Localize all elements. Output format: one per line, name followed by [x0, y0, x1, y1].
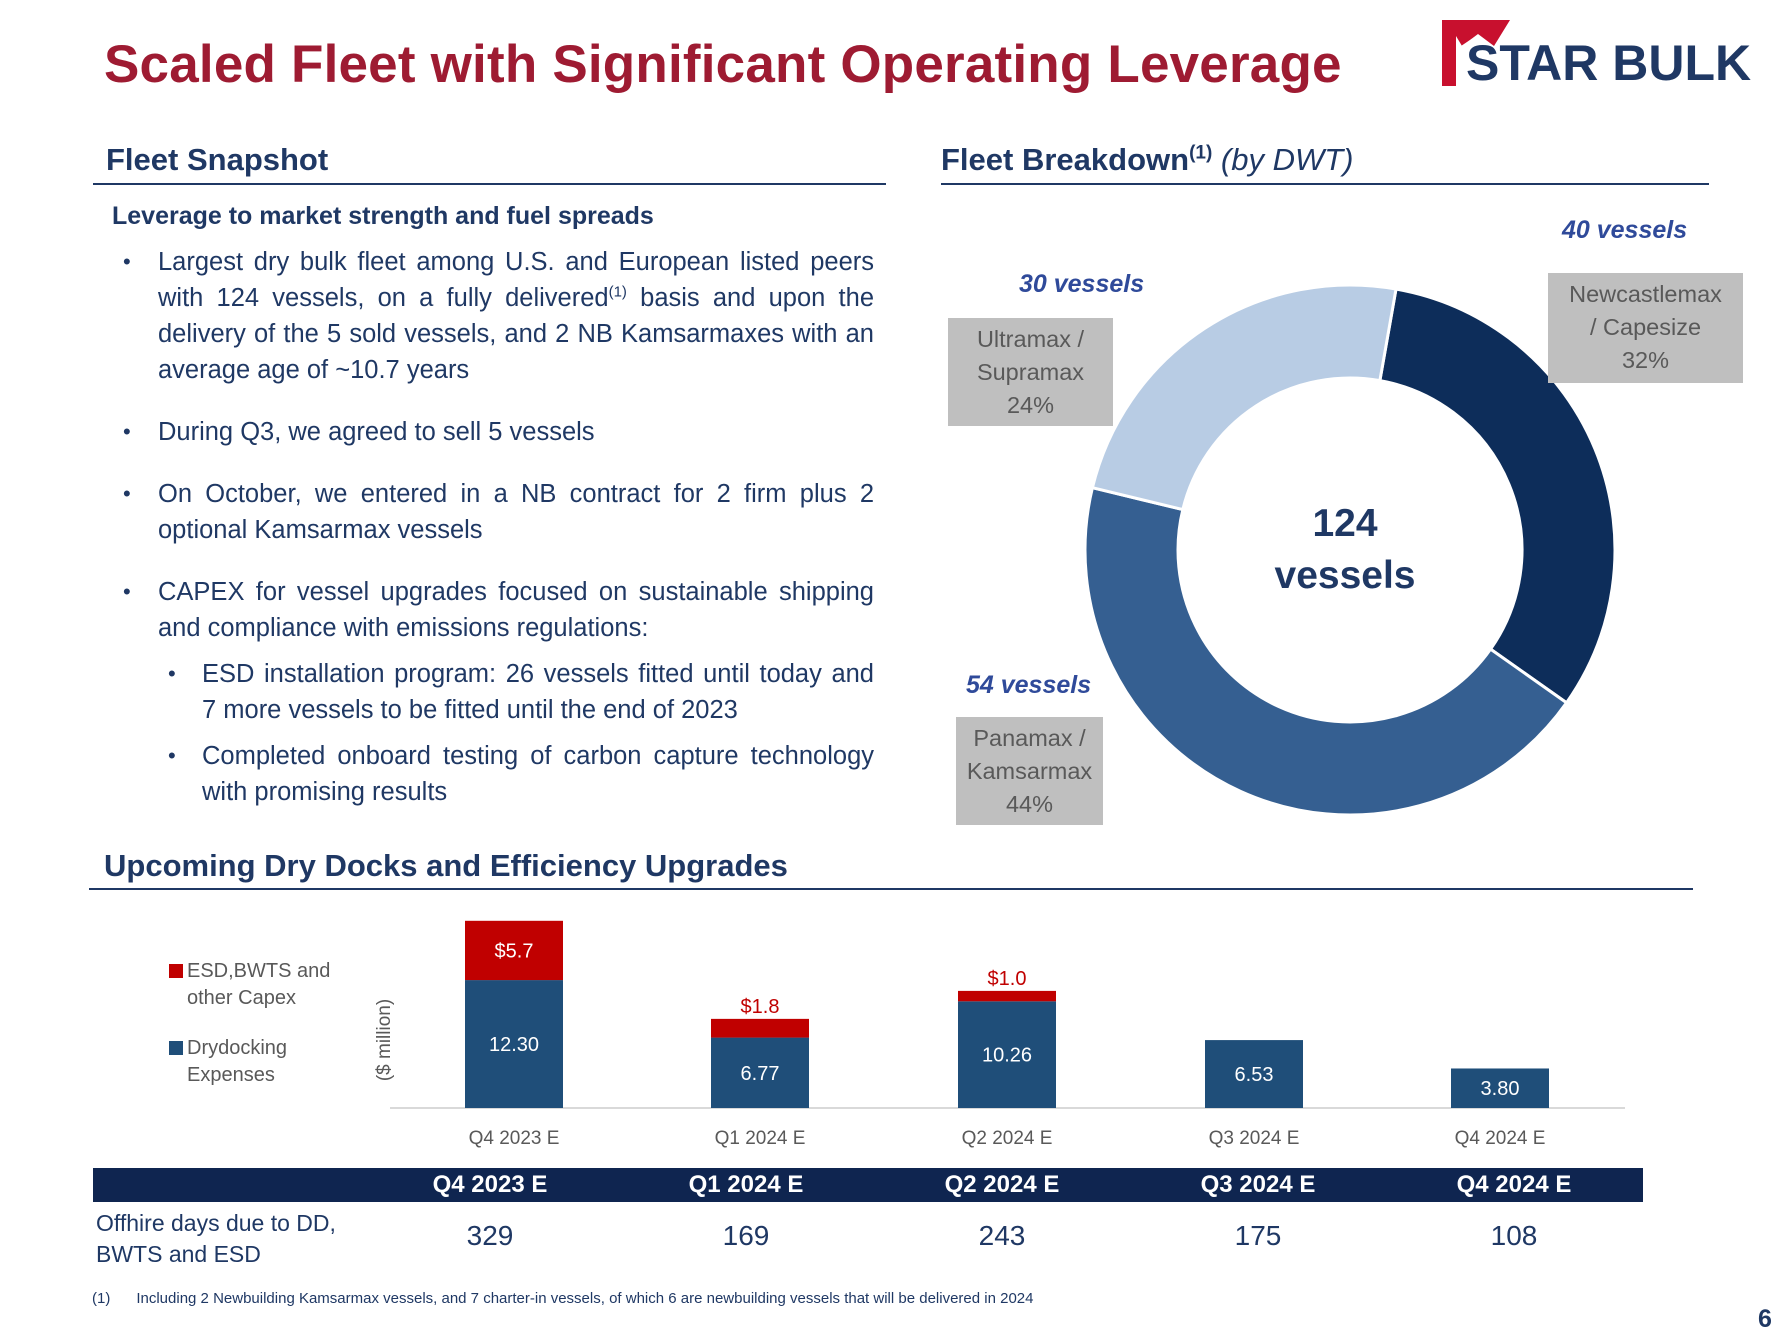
bar-drydocking	[1451, 1068, 1549, 1108]
bar-drydocking-label: 12.30	[489, 1034, 539, 1056]
fleet-snapshot-heading: Fleet Snapshot	[106, 142, 329, 177]
bar-drydocking-label: 6.53	[1235, 1064, 1274, 1086]
page-title: Scaled Fleet with Significant Operating …	[104, 35, 1342, 94]
capesize-segment-label: Newcastlemax / Capesize 32%	[1548, 273, 1743, 383]
capesize-vessel-count: 40 vessels	[1562, 216, 1688, 244]
offhire-value: 175	[1234, 1220, 1282, 1251]
donut-slice-ultramax	[1090, 283, 1398, 512]
offhire-value: 169	[722, 1220, 770, 1251]
drydocks-heading: Upcoming Dry Docks and Efficiency Upgrad…	[104, 848, 788, 883]
bar-capex-label: $1.8	[741, 996, 780, 1018]
bullet-item: CAPEX for vessel upgrades focused on sus…	[118, 574, 874, 646]
x-tick-label: Q3 2024 E	[1209, 1128, 1300, 1149]
bullet-item: Largest dry bulk fleet among U.S. and Eu…	[118, 244, 874, 388]
fleet-snapshot-subheading: Leverage to market strength and fuel spr…	[112, 202, 654, 230]
offhire-value: 108	[1490, 1220, 1538, 1251]
offhire-col-header: Q4 2024 E	[1456, 1171, 1572, 1198]
legend-capex-swatch	[169, 964, 183, 978]
x-tick-label: Q4 2023 E	[469, 1128, 560, 1149]
sub-bullet-item: ESD installation program: 26 vessels fit…	[118, 656, 874, 728]
bar-capex-label: $1.0	[988, 968, 1027, 990]
star-bulk-logo-mark: STAR BULK	[1442, 20, 1751, 91]
bullet-item: During Q3, we agreed to sell 5 vessels	[118, 414, 874, 450]
offhire-col-header: Q3 2024 E	[1200, 1171, 1316, 1198]
offhire-row-label: Offhire days due to DD, BWTS and ESD	[96, 1210, 336, 1267]
donut-slice-panamax	[1083, 485, 1569, 817]
bar-drydocking-label: 3.80	[1481, 1078, 1520, 1100]
ultramax-vessel-count: 30 vessels	[1019, 270, 1145, 298]
footnote: (1) Including 2 Newbuilding Kamsarmax ves…	[92, 1290, 1034, 1307]
bar-drydocking	[711, 1037, 809, 1108]
donut-slice-capesize	[1378, 287, 1617, 705]
sub-bullet-item: Completed onboard testing of carbon capt…	[118, 738, 874, 810]
x-tick-label: Q4 2024 E	[1455, 1128, 1546, 1149]
bar-drydocking	[465, 980, 563, 1108]
bar-capex	[958, 990, 1056, 1002]
bar-capex-label: $5.7	[495, 940, 534, 962]
bar-capex	[465, 920, 563, 981]
ultramax-segment-label: Ultramax / Supramax 24%	[948, 318, 1113, 426]
fleet-breakdown-donut	[1083, 283, 1617, 817]
offhire-col-header: Q1 2024 E	[688, 1171, 804, 1198]
panamax-vessel-count: 54 vessels	[966, 671, 1092, 699]
offhire-value: 329	[466, 1220, 514, 1251]
offhire-value: 243	[978, 1220, 1026, 1251]
logo-text: STAR BULK	[1466, 35, 1751, 90]
x-tick-label: Q2 2024 E	[962, 1128, 1053, 1149]
donut-center-label: 124 vessels	[1274, 502, 1416, 597]
star-bulk-logo: STAR BULK	[1438, 18, 1758, 91]
fleet-breakdown-divider	[941, 183, 1709, 185]
bar-drydocking-label: 10.26	[982, 1045, 1032, 1067]
page-number: 6	[1758, 1305, 1772, 1330]
fleet-snapshot-divider	[93, 183, 886, 185]
bar-drydocking	[1205, 1040, 1303, 1108]
x-tick-label: Q1 2024 E	[715, 1128, 806, 1149]
bullet-item: On October, we entered in a NB contract …	[118, 476, 874, 548]
bar-drydocking	[958, 1001, 1056, 1108]
drydocks-divider	[89, 888, 1693, 890]
fleet-snapshot-bullets: Largest dry bulk fleet among U.S. and Eu…	[118, 244, 874, 820]
offhire-col-header: Q2 2024 E	[944, 1171, 1060, 1198]
offhire-col-header: Q4 2023 E	[432, 1171, 548, 1198]
offhire-table-header	[93, 1168, 1643, 1202]
panamax-segment-label: Panamax / Kamsarmax 44%	[956, 717, 1103, 825]
y-axis-label: ($ million)	[374, 999, 395, 1081]
bar-drydocking-label: 6.77	[741, 1063, 780, 1085]
fleet-breakdown-heading: Fleet Breakdown(1) (by DWT)	[941, 142, 1354, 177]
bar-capex	[711, 1018, 809, 1038]
legend-drydocking-swatch	[169, 1041, 183, 1055]
